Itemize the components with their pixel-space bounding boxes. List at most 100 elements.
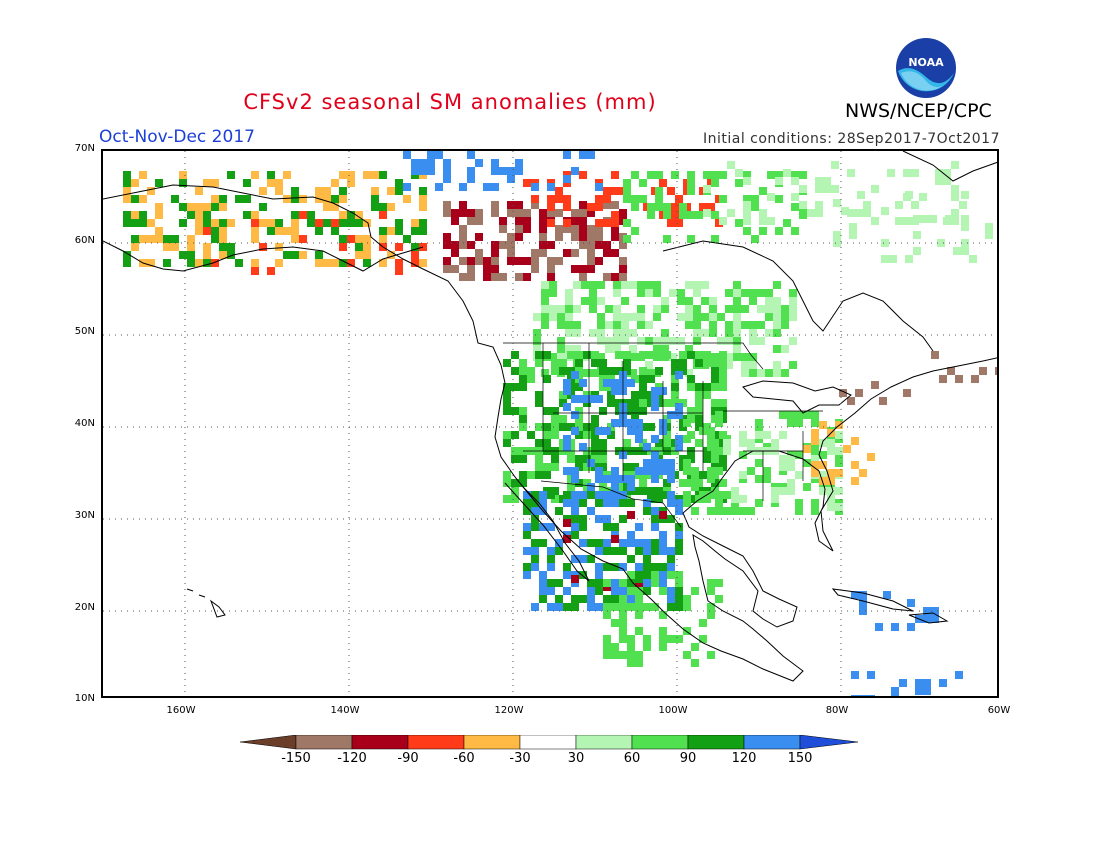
anomaly-cell [587,249,595,257]
anomaly-cell [687,375,695,383]
anomaly-cell [347,211,355,219]
legend-label: 30 [567,751,585,766]
anomaly-cell [171,195,179,203]
anomaly-cell [787,455,795,463]
anomaly-cell [551,415,559,423]
anomaly-cell [519,415,527,423]
anomaly-cell [519,479,527,487]
anomaly-cell [715,499,723,507]
anomaly-cell [243,211,251,219]
anomaly-cell [583,351,591,359]
anomaly-cell [627,635,635,643]
anomaly-cell [627,427,635,435]
latitude-label: 60N [74,234,95,246]
anomaly-cell [371,171,379,179]
anomaly-cell [533,337,541,345]
anomaly-cell [539,233,547,241]
anomaly-cell [251,219,259,227]
anomaly-cell [147,219,155,227]
anomaly-cell [651,523,659,531]
anomaly-cell [733,345,741,353]
anomaly-cell [331,259,339,267]
anomaly-cell [639,179,647,187]
anomaly-cell [961,223,969,231]
anomaly-cell [579,379,587,387]
anomaly-cell [707,491,715,499]
anomaly-cell [727,161,735,169]
anomaly-cell [563,499,571,507]
anomaly-cell [735,219,743,227]
anomaly-cell [709,329,717,337]
anomaly-cell [725,321,733,329]
anomaly-cell [791,203,799,211]
anomaly-cell [519,375,527,383]
longitude-label: 80W [825,705,849,716]
anomaly-cell [531,249,539,257]
anomaly-cell [503,391,511,399]
anomaly-cell [741,361,749,369]
anomaly-cell [591,439,599,447]
anomaly-cell [605,345,613,353]
anomaly-cell [781,313,789,321]
anomaly-cell [855,389,863,397]
anomaly-cell [315,227,323,235]
anomaly-cell [923,615,931,623]
anomaly-cell [791,171,799,179]
anomaly-cell [211,179,219,187]
anomaly-cell [347,235,355,243]
anomaly-cell [123,211,131,219]
anomaly-cell [905,255,913,263]
anomaly-cell [211,203,219,211]
anomaly-cell [595,195,603,203]
anomaly-cell [671,383,679,391]
anomaly-cell [715,419,723,427]
anomaly-cell [671,391,679,399]
anomaly-cell [589,369,597,377]
anomaly-cell [687,407,695,415]
anomaly-cell [557,353,565,361]
anomaly-cell [603,475,611,483]
anomaly-cell [291,235,299,243]
anomaly-cell [563,379,571,387]
anomaly-cell [733,305,741,313]
anomaly-cell [315,259,323,267]
anomaly-cell [203,211,211,219]
anomaly-cell [227,251,235,259]
anomaly-cell [603,651,611,659]
anomaly-cell [283,251,291,259]
anomaly-cell [683,651,691,659]
legend-label: -120 [337,751,367,766]
anomaly-cell [627,579,635,587]
anomaly-cell [751,195,759,203]
anomaly-cell [747,439,755,447]
anomaly-cell [613,345,621,353]
anomaly-cell [539,587,547,595]
anomaly-cell [123,219,131,227]
anomaly-cell [629,369,637,377]
anomaly-cell [619,627,627,635]
anomaly-cell [603,273,611,281]
us-canada-border [503,342,764,370]
anomaly-cell [621,321,629,329]
anomaly-cell [915,679,923,687]
anomaly-cell [715,411,723,419]
anomaly-cell [443,159,451,167]
anomaly-cell [591,351,599,359]
anomaly-cell [661,297,669,305]
anomaly-cell [451,241,459,249]
anomaly-cell [699,203,707,211]
anomaly-cell [639,487,647,495]
anomaly-cell [675,411,683,419]
anomaly-cell [419,219,427,227]
anomaly-cell [757,305,765,313]
anomaly-cell [903,169,911,177]
anomaly-cell [551,431,559,439]
anomaly-cell [667,187,675,195]
anomaly-cell [603,195,611,203]
anomaly-cell [571,499,579,507]
anomaly-cell [579,555,587,563]
anomaly-cell [675,523,683,531]
anomaly-cell [929,215,937,223]
anomaly-cell [419,259,427,267]
anomaly-cell [123,195,131,203]
